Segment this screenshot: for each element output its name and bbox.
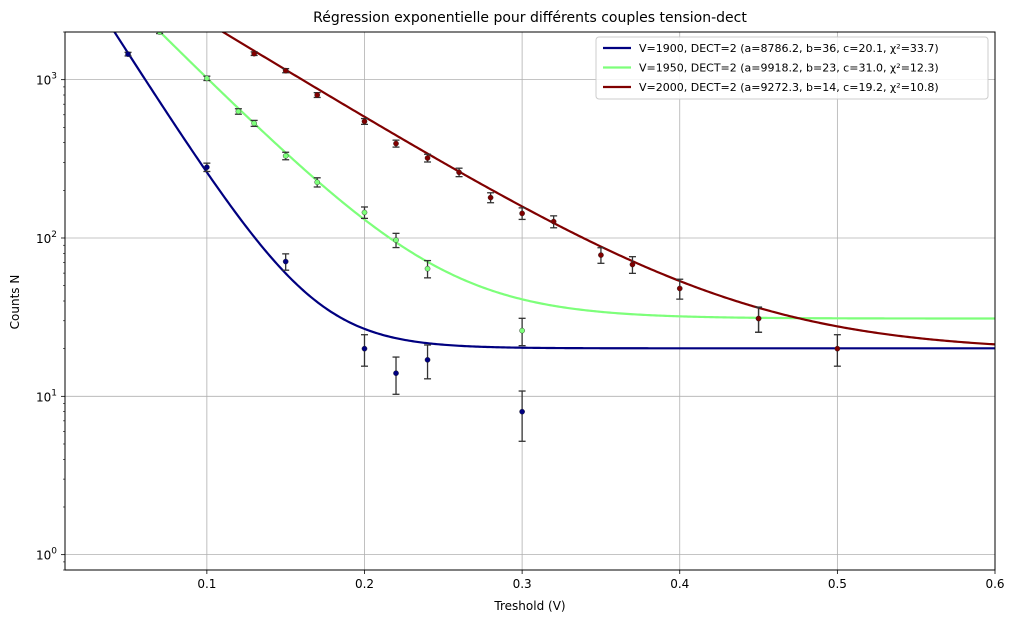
legend-label: V=1950, DECT=2 (a=9918.2, b=23, c=31.0, … — [639, 62, 939, 75]
data-point — [361, 118, 368, 125]
legend-label: V=2000, DECT=2 (a=9272.3, b=14, c=19.2, … — [639, 81, 939, 94]
data-point — [456, 169, 462, 176]
data-point — [755, 315, 762, 322]
data-point — [251, 120, 257, 127]
x-tick-label: 0.3 — [513, 577, 532, 591]
y-axis-label: Counts N — [8, 275, 22, 330]
y-tick-label: 101 — [36, 388, 57, 404]
data-point — [676, 285, 683, 292]
data-point — [251, 50, 257, 57]
data-point — [487, 194, 494, 201]
y-tick-label: 102 — [36, 230, 57, 246]
data-point — [393, 370, 399, 376]
data-point — [424, 155, 431, 161]
data-point — [204, 164, 210, 170]
data-point — [314, 179, 321, 186]
y-tick-label: 103 — [36, 72, 57, 88]
data-point — [156, 32, 163, 35]
data-point — [519, 327, 525, 334]
data-point — [282, 153, 289, 159]
x-tick-label: 0.6 — [985, 577, 1004, 591]
legend-label: V=1900, DECT=2 (a=8786.2, b=36, c=20.1, … — [639, 42, 939, 55]
data-point — [834, 345, 841, 352]
legend-box — [595, 36, 989, 100]
data-point — [125, 51, 131, 57]
x-tick-label: 0.2 — [355, 577, 374, 591]
x-tick-label: 0.5 — [828, 577, 847, 591]
x-axis-label: Treshold (V) — [493, 599, 565, 613]
data-point — [629, 261, 636, 268]
legend: V=1900, DECT=2 (a=8786.2, b=36, c=20.1, … — [595, 36, 989, 100]
axes: 0.1 0.2 0.3 0.4 0.5 0.6 100 101 102 103 — [36, 31, 1005, 591]
x-tick-label: 0.4 — [670, 577, 689, 591]
data-point — [235, 108, 242, 115]
data-point — [393, 140, 399, 147]
data-point — [519, 408, 525, 415]
data-point — [550, 218, 557, 225]
data-point — [282, 258, 289, 265]
y-tick-label: 100 — [36, 547, 57, 563]
data-point — [393, 237, 399, 243]
data-point — [314, 92, 321, 98]
data-point — [361, 345, 368, 352]
chart-title: Régression exponentielle pour différents… — [313, 10, 747, 26]
data-point — [282, 67, 289, 74]
data-point — [424, 357, 431, 363]
fit-curve — [220, 32, 995, 346]
plot-area — [113, 32, 995, 442]
data-point — [598, 252, 604, 258]
data-point — [204, 75, 210, 82]
data-point — [361, 209, 368, 216]
data-point — [519, 210, 525, 217]
data-point — [424, 265, 431, 272]
x-tick-label: 0.1 — [197, 577, 216, 591]
fit-curve — [158, 32, 995, 320]
